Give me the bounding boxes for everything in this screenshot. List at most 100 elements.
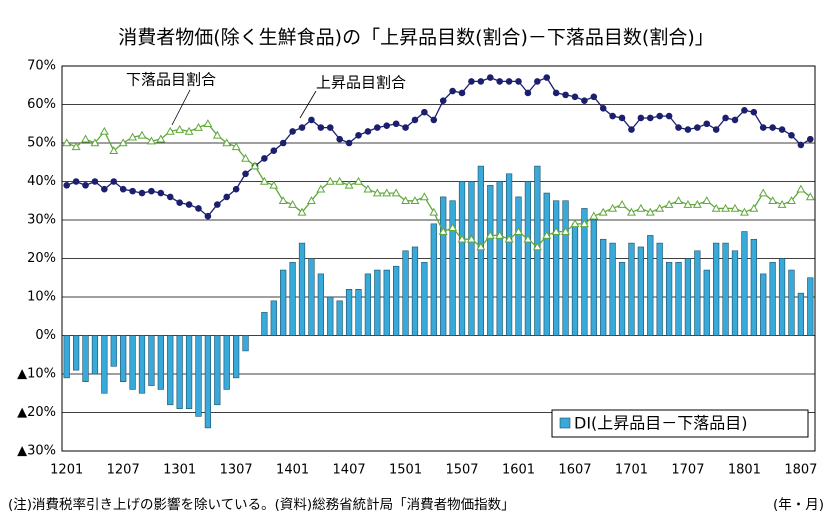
marker xyxy=(317,124,325,131)
marker xyxy=(731,116,739,124)
marker xyxy=(675,124,682,131)
marker xyxy=(195,205,202,212)
marker xyxy=(485,230,495,239)
marker xyxy=(308,116,315,124)
marker xyxy=(692,199,702,208)
marker xyxy=(805,192,815,201)
bar xyxy=(327,296,334,336)
marker xyxy=(552,89,560,97)
marker xyxy=(72,178,80,185)
marker xyxy=(99,126,109,135)
bar xyxy=(637,246,644,336)
bar xyxy=(656,242,663,336)
marker xyxy=(768,196,778,205)
marker xyxy=(636,203,646,212)
bar xyxy=(647,235,654,336)
bar xyxy=(270,300,277,336)
bar xyxy=(618,262,626,336)
marker xyxy=(298,124,306,131)
annotation: 上昇品目割合 xyxy=(316,74,406,92)
bar xyxy=(731,250,739,336)
marker xyxy=(363,184,373,193)
marker xyxy=(326,124,334,131)
marker xyxy=(617,199,627,208)
marker xyxy=(599,105,607,112)
bar xyxy=(101,335,108,394)
bar xyxy=(760,273,767,336)
marker xyxy=(466,234,476,243)
marker xyxy=(232,185,240,193)
bar xyxy=(157,335,164,390)
bar xyxy=(242,335,249,352)
bar xyxy=(797,292,805,336)
y-tick-label: 30% xyxy=(27,213,56,228)
marker xyxy=(570,219,580,228)
bar xyxy=(571,223,579,336)
marker xyxy=(788,132,795,139)
bar xyxy=(317,273,324,336)
marker xyxy=(486,74,494,81)
marker xyxy=(203,119,213,128)
bar xyxy=(355,288,362,336)
marker xyxy=(730,203,740,212)
marker xyxy=(778,126,786,133)
marker xyxy=(618,114,626,122)
bar xyxy=(167,335,174,406)
bar xyxy=(487,185,494,336)
marker xyxy=(665,112,673,120)
legend-label: DI(上昇品目－下落品目) xyxy=(574,414,748,433)
marker xyxy=(345,139,353,147)
marker xyxy=(109,146,119,154)
marker xyxy=(279,139,287,147)
marker xyxy=(222,138,232,147)
marker xyxy=(146,136,156,145)
x-tick-label: 1807 xyxy=(784,463,817,478)
marker xyxy=(711,203,721,212)
y-tick-label: 50% xyxy=(27,136,56,151)
bar xyxy=(807,277,814,336)
marker xyxy=(335,176,345,185)
marker xyxy=(204,212,212,220)
bar xyxy=(609,242,616,336)
bar xyxy=(148,335,155,386)
marker xyxy=(62,138,72,147)
bar xyxy=(590,219,597,336)
marker xyxy=(231,142,241,151)
marker xyxy=(551,226,561,235)
x-tick-label: 1601 xyxy=(502,463,535,478)
marker xyxy=(477,78,485,85)
bar xyxy=(233,335,240,379)
marker xyxy=(532,242,542,251)
marker xyxy=(524,89,532,97)
marker xyxy=(401,196,411,205)
marker xyxy=(655,203,665,212)
bar xyxy=(628,242,635,336)
bar xyxy=(383,269,390,336)
bar xyxy=(515,196,522,336)
marker xyxy=(495,230,505,239)
marker xyxy=(664,199,674,208)
note: (注)消費税率引き上げの影響を除いている。(資料)総務省統計局「消費者物価指数」 xyxy=(8,496,515,513)
marker xyxy=(137,130,147,139)
bar xyxy=(675,262,682,336)
bar xyxy=(176,335,183,409)
marker xyxy=(82,182,89,189)
marker xyxy=(645,207,655,216)
marker xyxy=(269,180,279,189)
y-tick-label: 20% xyxy=(27,251,56,266)
marker xyxy=(476,242,486,251)
y-tick-label: 70% xyxy=(27,59,56,74)
y-tick-label: 40% xyxy=(27,174,56,189)
marker xyxy=(589,211,599,220)
marker xyxy=(523,234,533,243)
marker xyxy=(637,114,645,122)
marker xyxy=(184,126,194,135)
marker xyxy=(806,135,814,143)
marker xyxy=(703,120,711,128)
y-tick-label: 0% xyxy=(35,328,56,343)
marker xyxy=(259,176,269,185)
marker xyxy=(71,142,81,151)
marker xyxy=(758,188,768,197)
x-tick-label: 1607 xyxy=(558,463,591,478)
marker xyxy=(741,106,748,114)
